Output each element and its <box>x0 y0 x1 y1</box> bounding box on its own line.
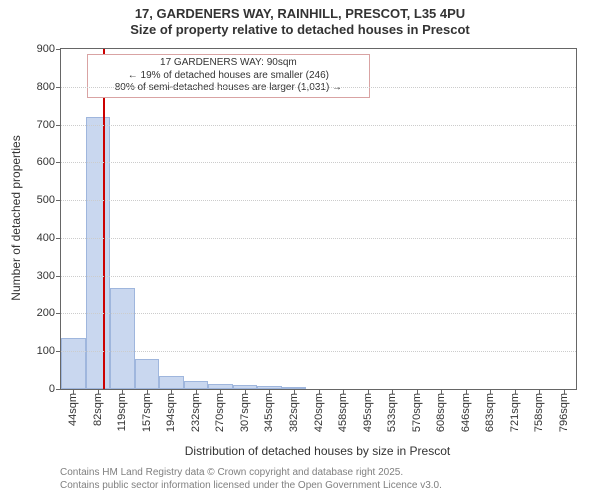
ytick-label: 700 <box>37 119 61 131</box>
gridline <box>61 351 576 352</box>
ytick-label: 200 <box>37 307 61 319</box>
histogram-bar <box>110 288 135 389</box>
gridline <box>61 238 576 239</box>
footer-line1: Contains HM Land Registry data © Crown c… <box>60 467 600 480</box>
ytick-label: 100 <box>37 345 61 357</box>
xtick-label: 157sqm <box>141 393 153 432</box>
gridline <box>61 87 576 88</box>
histogram-bar <box>184 381 209 389</box>
xtick-label: 758sqm <box>533 393 545 432</box>
xtick-label: 646sqm <box>460 393 472 432</box>
ytick-label: 500 <box>37 194 61 206</box>
gridline <box>61 276 576 277</box>
ytick-label: 900 <box>37 43 61 55</box>
chart-title: 17, GARDENERS WAY, RAINHILL, PRESCOT, L3… <box>0 0 600 22</box>
gridline <box>61 200 576 201</box>
xtick-label: 495sqm <box>362 393 374 432</box>
xtick-label: 608sqm <box>435 393 447 432</box>
annotation-line1: 17 GARDENERS WAY: 90sqm <box>94 57 363 70</box>
xtick-label: 721sqm <box>509 393 521 432</box>
ytick-label: 800 <box>37 81 61 93</box>
footer-line2: Contains public sector information licen… <box>60 480 600 493</box>
property-marker-line <box>103 49 105 389</box>
xtick-label: 270sqm <box>214 393 226 432</box>
xtick-label: 232sqm <box>190 393 202 432</box>
histogram-bar <box>135 359 160 389</box>
gridline <box>61 162 576 163</box>
xtick-label: 307sqm <box>239 393 251 432</box>
histogram-bar <box>61 338 86 389</box>
x-axis-label: Distribution of detached houses by size … <box>185 444 450 458</box>
xtick-label: 420sqm <box>313 393 325 432</box>
gridline <box>61 313 576 314</box>
annotation-line3: 80% of semi-detached houses are larger (… <box>94 82 363 95</box>
xtick-label: 382sqm <box>288 393 300 432</box>
xtick-label: 119sqm <box>116 393 128 431</box>
xtick-label: 533sqm <box>386 393 398 432</box>
xtick-label: 570sqm <box>411 393 423 432</box>
xtick-label: 194sqm <box>165 393 177 432</box>
histogram-bar <box>159 376 184 389</box>
ytick-label: 400 <box>37 232 61 244</box>
plot-area: 17 GARDENERS WAY: 90sqm ← 19% of detache… <box>60 48 577 390</box>
xtick-label: 683sqm <box>484 393 496 432</box>
gridline <box>61 125 576 126</box>
histogram-bar <box>86 117 111 389</box>
ytick-label: 300 <box>37 270 61 282</box>
xtick-label: 458sqm <box>337 393 349 432</box>
xtick-label: 44sqm <box>67 393 79 426</box>
ytick-label: 600 <box>37 156 61 168</box>
annotation-box: 17 GARDENERS WAY: 90sqm ← 19% of detache… <box>87 54 370 98</box>
chart-footer: Contains HM Land Registry data © Crown c… <box>0 467 600 492</box>
ytick-label: 0 <box>49 383 61 395</box>
chart-subtitle: Size of property relative to detached ho… <box>0 22 600 38</box>
bars-layer <box>61 49 576 389</box>
xtick-label: 82sqm <box>92 393 104 426</box>
y-axis-label: Number of detached properties <box>9 135 23 300</box>
chart-container: 17, GARDENERS WAY, RAINHILL, PRESCOT, L3… <box>0 0 600 500</box>
xtick-label: 345sqm <box>263 393 275 432</box>
annotation-line2: ← 19% of detached houses are smaller (24… <box>94 70 363 83</box>
xtick-label: 796sqm <box>558 393 570 432</box>
